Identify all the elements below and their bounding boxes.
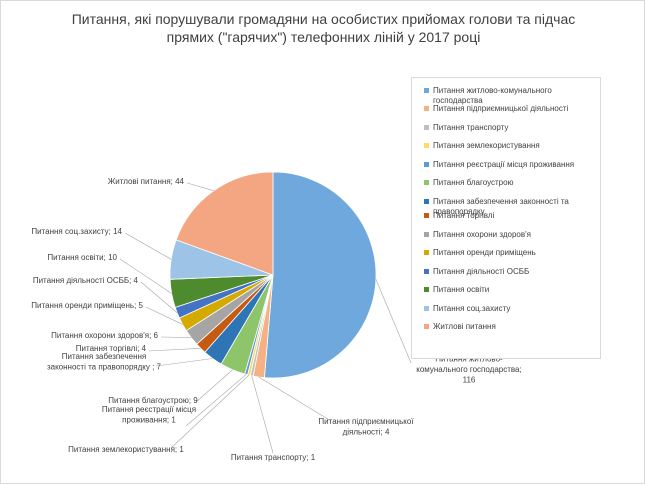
legend-label: Питання житлово-комунального господарства (433, 86, 552, 105)
data-label: Питання транспорту; 1 (231, 453, 316, 462)
data-label: Питання соц.захисту; 14 (31, 227, 122, 236)
data-label-line: Питання діяльності ОСББ; 4 (33, 276, 139, 285)
pie-slice (263, 171, 377, 379)
legend-swatch (424, 287, 429, 292)
data-label: Питання діяльності ОСББ; 4 (33, 276, 139, 285)
data-label: Питання забезпечення законності та правоп… (47, 352, 162, 372)
data-label: Питання торгівлі; 4 (76, 344, 147, 353)
legend-label: Питання торгівлі (433, 211, 495, 220)
legend-label: Житлові питання (433, 322, 496, 331)
leader-line (119, 258, 172, 294)
legend-label: Питання благоустрою (433, 178, 514, 187)
legend-label: Питання підприємницької діяльності (433, 104, 569, 113)
legend-label: Питання охорони здоров'я (433, 230, 531, 239)
leader-line (195, 369, 233, 403)
data-label: Питання благоустрою; 9 (108, 396, 198, 405)
legend-swatch (424, 199, 429, 204)
leader-line (140, 281, 178, 313)
data-label-line: Питання соц.захисту; 14 (31, 227, 122, 236)
leader-line (185, 374, 247, 427)
data-label-line: Питання освіти; 10 (47, 253, 117, 262)
data-label-line: Питання реєстрації місця (102, 405, 196, 414)
data-label-line: 116 (463, 376, 476, 385)
leader-line (170, 374, 250, 449)
data-label-line: Питання охорони здоров'я; 6 (51, 331, 158, 340)
data-label: Питання землекористування; 1 (68, 445, 184, 454)
data-label-line: Питання транспорту; 1 (231, 453, 316, 462)
legend-swatch (424, 180, 429, 185)
legend-swatch (424, 250, 429, 255)
data-label-line: Питання житлово- (435, 355, 503, 364)
legend-label: Питання освіти (433, 285, 490, 294)
data-label: Питання оренди приміщень; 5 (31, 301, 143, 310)
legend-swatch (424, 269, 429, 274)
pie-slice (175, 171, 274, 276)
legend-label: Питання реєстрації місця проживання (433, 160, 575, 169)
legend-swatch (424, 125, 429, 130)
data-label-line: Питання благоустрою; 9 (108, 396, 198, 405)
leader-line (148, 348, 201, 352)
data-label-line: Житлові питання; 44 (108, 177, 185, 186)
chart-title: Питання, які порушували громадяни на осо… (71, 11, 576, 45)
leader-line (155, 358, 213, 367)
leader-line (375, 279, 412, 364)
legend-swatch (424, 213, 429, 218)
data-label: Житлові питання; 44 (108, 177, 185, 186)
data-label: Питання підприємницької діяльності; 4 (318, 417, 414, 437)
leader-line (186, 182, 214, 191)
legend-swatch (424, 232, 429, 237)
leader-line (160, 336, 192, 338)
data-label-line: Питання торгівлі; 4 (76, 344, 147, 353)
data-label-line: проживання; 1 (122, 415, 176, 424)
legend-swatch (424, 324, 429, 329)
legend-label: Питання транспорту (433, 123, 509, 132)
data-label-line: діяльності; 4 (343, 427, 390, 436)
legend-label: Питання забезпечення законності та правоп… (433, 197, 569, 216)
data-label-line: комунального господарства; (416, 365, 521, 374)
legend-swatch (424, 106, 429, 111)
leader-line (124, 232, 172, 260)
data-label: Питання охорони здоров'я; 6 (51, 331, 158, 340)
legend: Питання житлово-комунального господарства… (411, 77, 601, 359)
data-label-line: Питання підприємницької (318, 417, 414, 426)
leader-line (251, 375, 274, 454)
data-label: Питання освіти; 10 (47, 253, 117, 262)
data-label: Питання житлово-комунального господарств… (416, 355, 521, 385)
legend-swatch (424, 88, 429, 93)
data-label-line: Питання оренди приміщень; 5 (31, 301, 143, 310)
leader-line (145, 306, 183, 325)
legend-label: Питання діяльності ОСББ (433, 267, 530, 276)
legend-swatch (424, 143, 429, 148)
leader-line (258, 376, 332, 422)
data-label: Питання реєстрації місця проживання; 1 (102, 405, 196, 425)
data-label-line: законності та правопорядку ; 7 (47, 362, 162, 371)
legend-swatch (424, 306, 429, 311)
data-label-line: Питання забезпечення (62, 352, 146, 361)
legend-label: Питання соц.захисту (433, 304, 511, 313)
legend-label: Питання землекористування (433, 141, 540, 150)
legend-swatch (424, 162, 429, 167)
data-label-line: Питання землекористування; 1 (68, 445, 184, 454)
legend-label: Питання оренди приміщень (433, 248, 536, 257)
